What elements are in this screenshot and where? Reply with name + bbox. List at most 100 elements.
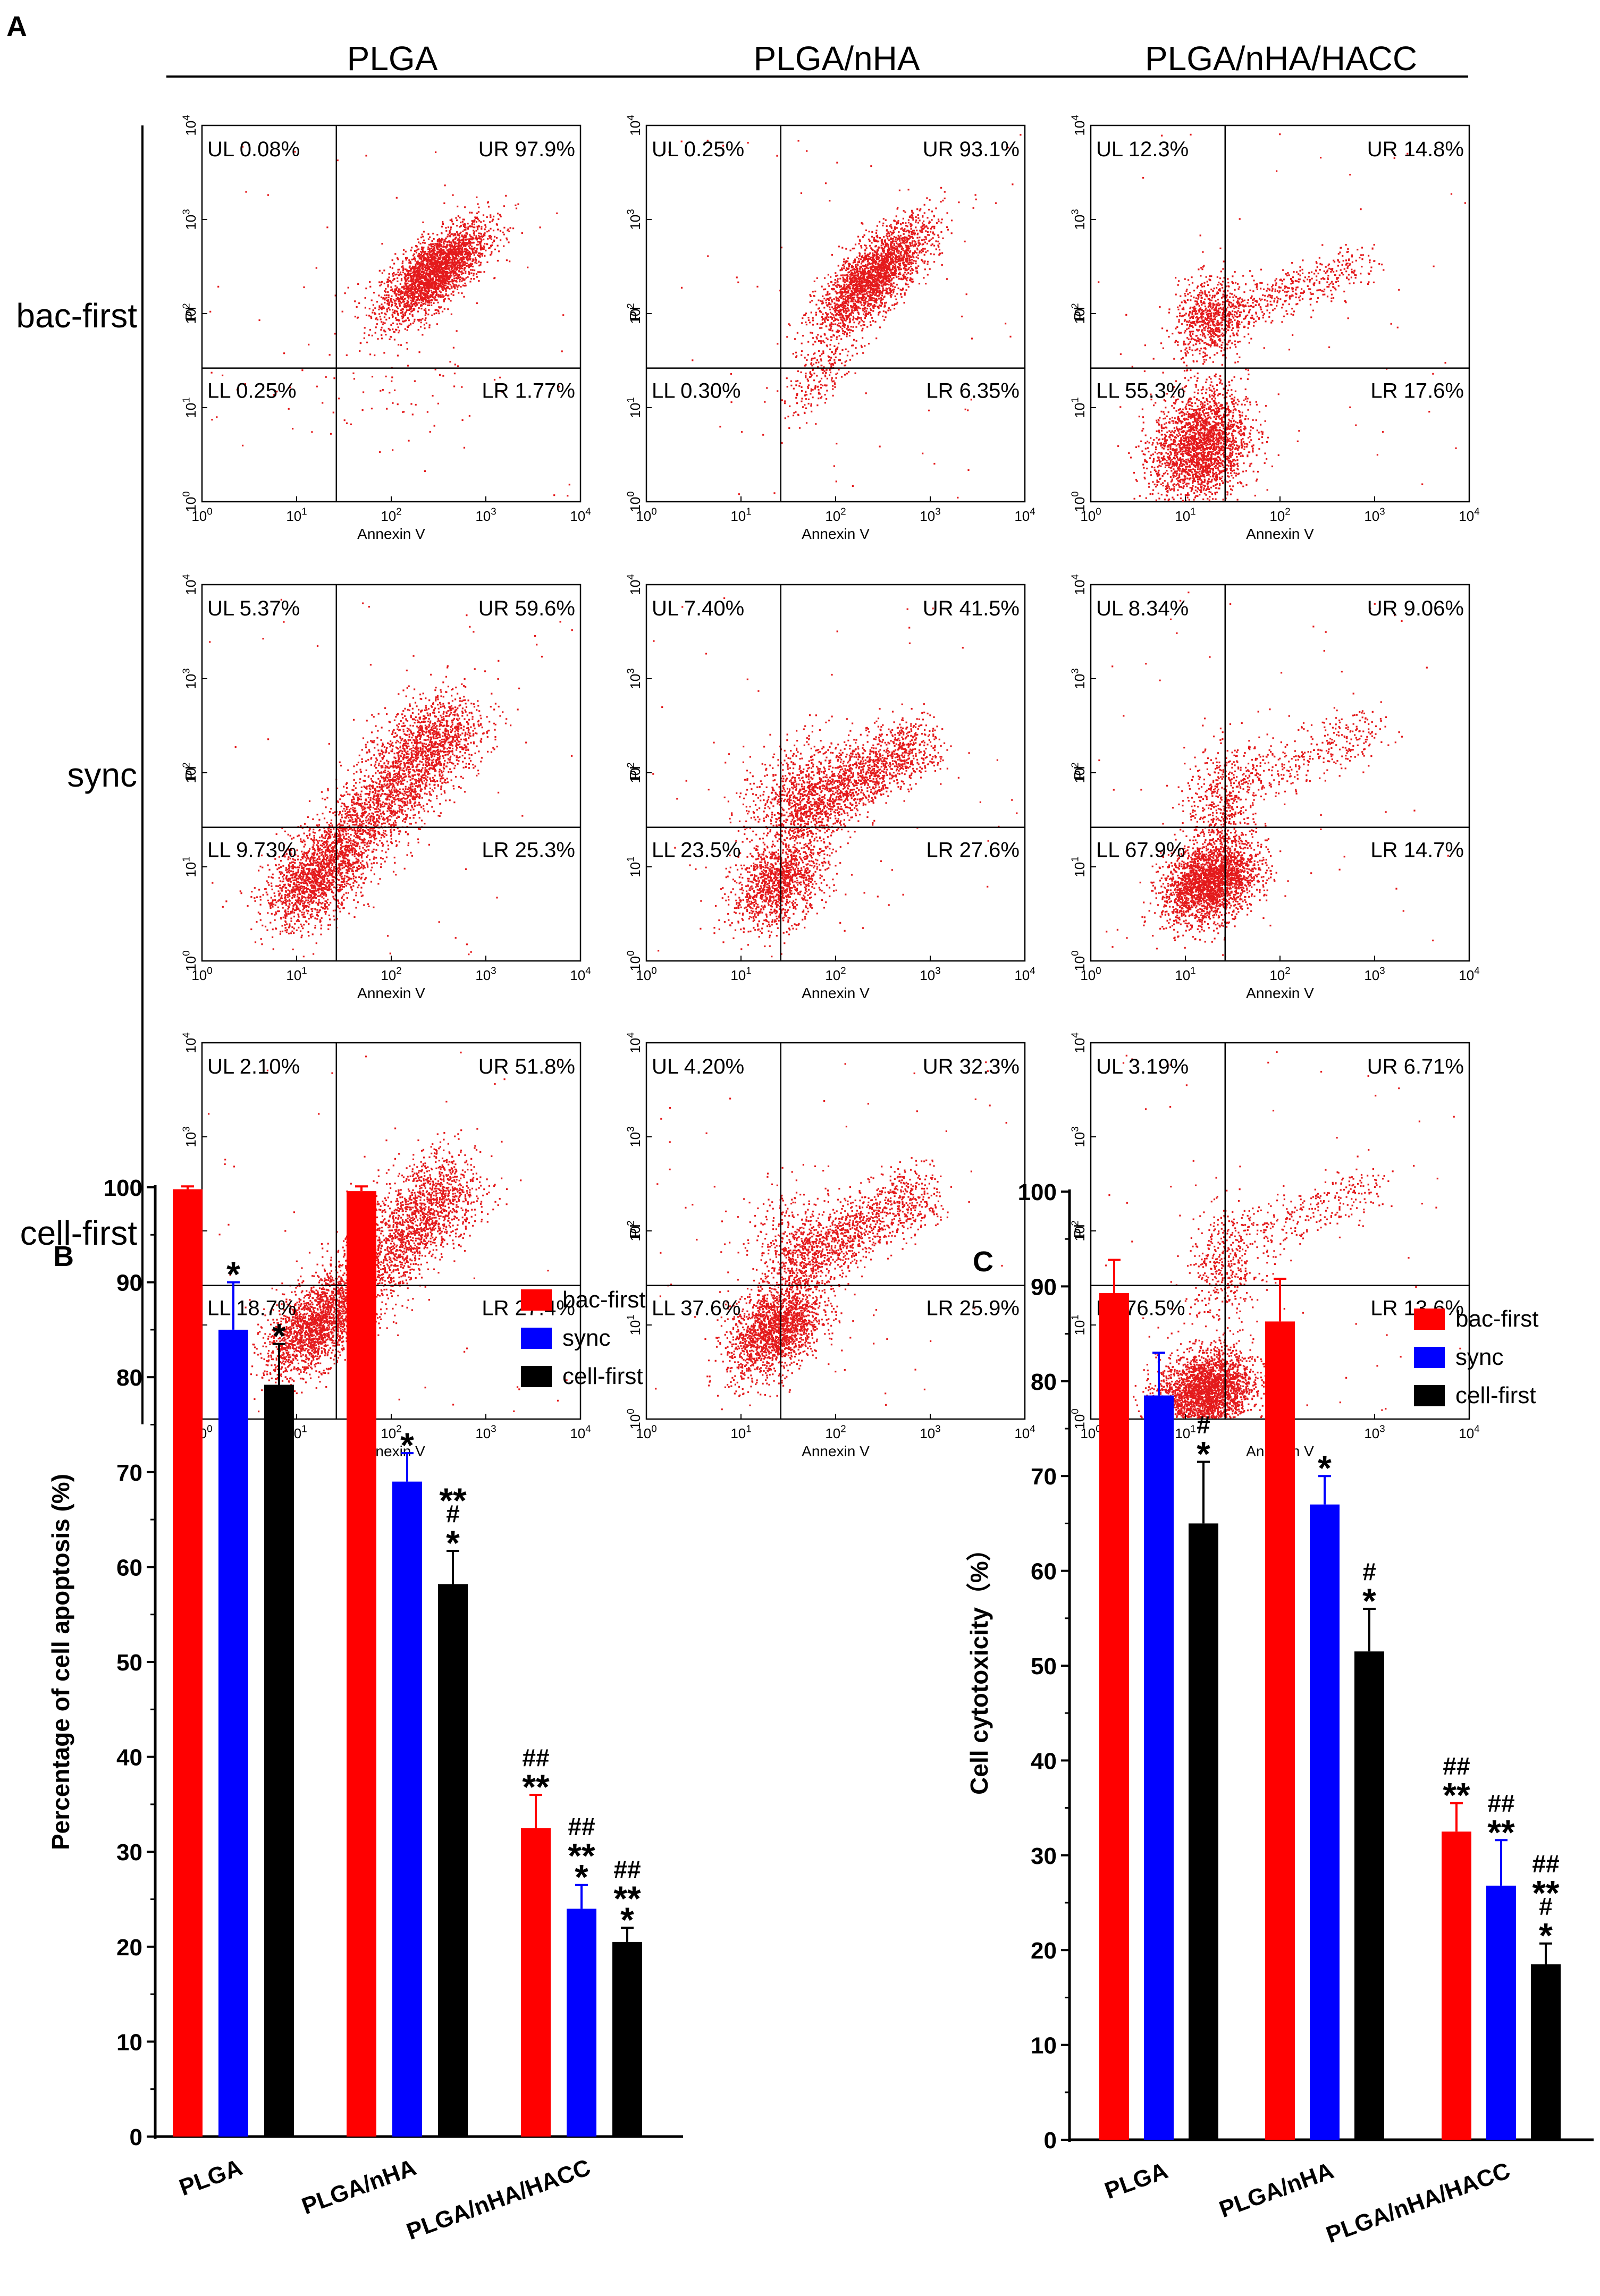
quadrant-ul-label: UL 3.19% <box>1096 1055 1189 1078</box>
legend-label: cell-first <box>1455 1382 1536 1408</box>
quadrant-ll-label: LL 18.7% <box>207 1297 297 1320</box>
legend-swatch-bac-first <box>1414 1309 1445 1330</box>
y-tick-label: 104 <box>625 574 643 595</box>
y-tick-label: 100 <box>180 950 199 971</box>
significance-mark: ## ** <box>1443 1752 1470 1815</box>
y-tick-label: 20 <box>1031 1938 1057 1964</box>
panel-label-b: B <box>53 1240 74 1272</box>
y-axis-label: PI <box>627 307 643 320</box>
tick-exponent: 1 <box>301 505 307 517</box>
significance-mark: ## **# * <box>1532 1850 1560 1955</box>
y-axis-label: PI <box>627 1224 643 1238</box>
y-tick-label: 103 <box>1069 209 1088 230</box>
tick-base: 10 <box>1072 674 1088 689</box>
y-tick-label: 101 <box>625 856 643 877</box>
tick-exponent: 4 <box>625 574 636 579</box>
tick-exponent: 2 <box>1069 762 1080 767</box>
row-label: bac-first <box>16 297 137 335</box>
event-dots <box>1139 693 1403 950</box>
tick-exponent: 2 <box>396 1423 401 1434</box>
tick-base: 10 <box>730 1425 746 1441</box>
y-axis-label: PI <box>627 766 643 780</box>
x-axis-label: Annexin V <box>802 985 870 1001</box>
significance-line: ## <box>613 1855 641 1883</box>
tick-exponent: 4 <box>180 115 191 120</box>
tick-base: 10 <box>1072 768 1088 783</box>
tick-exponent: 2 <box>396 505 401 517</box>
y-axis-title: Percentage of cell apoptosis (%) <box>47 1474 74 1850</box>
y-tick-label: 90 <box>1031 1274 1057 1300</box>
significance-line: # <box>446 1500 460 1527</box>
quadrant-ur-label: UR 97.9% <box>478 138 575 161</box>
tick-base: 10 <box>1072 309 1088 324</box>
quadrant-ul-label: UL 0.25% <box>652 138 744 161</box>
plot-frame <box>201 124 582 503</box>
tick-base: 10 <box>1080 508 1096 524</box>
quadrant-ul-label: UL 7.40% <box>652 597 744 620</box>
y-tick-label: 104 <box>180 574 199 595</box>
x-tick-label: 102 <box>381 1423 401 1441</box>
significance-line: ## <box>1443 1752 1470 1780</box>
tick-exponent: 4 <box>1030 1423 1035 1434</box>
y-tick-label: 101 <box>1069 1314 1088 1335</box>
quadrant-ll-label: LL 67.9% <box>1096 839 1185 862</box>
quadrant-ur-label: UR 6.71% <box>1367 1055 1464 1078</box>
y-tick-label: 0 <box>1044 2128 1057 2154</box>
significance-line: ** <box>1532 1873 1560 1913</box>
tick-exponent: 0 <box>180 491 191 496</box>
y-tick-label: 101 <box>1069 856 1088 877</box>
tick-exponent: 0 <box>625 950 636 956</box>
bar-bac-first <box>1265 1321 1295 2140</box>
plot-frame <box>201 584 582 962</box>
legend-label: cell-first <box>562 1363 643 1389</box>
tick-base: 10 <box>475 967 491 983</box>
bar-cell-first <box>612 1942 642 2137</box>
y-tick-label: 100 <box>625 950 643 971</box>
tick-exponent: 4 <box>585 1423 591 1434</box>
tick-base: 10 <box>1072 1132 1088 1147</box>
y-tick-label: 101 <box>180 856 199 877</box>
x-tick-label: 100 <box>1080 505 1101 524</box>
tick-base: 10 <box>636 508 651 524</box>
significance-mark: ## ** * <box>613 1855 641 1939</box>
row-label: sync <box>67 756 137 794</box>
x-tick-label: 102 <box>1269 505 1290 524</box>
tick-exponent: 3 <box>625 1126 636 1132</box>
x-tick-label: 104 <box>1014 965 1035 983</box>
y-tick-label: 50 <box>1031 1653 1057 1679</box>
column-header: PLGA/nHA/HACC <box>1145 39 1417 78</box>
quadrant-ur-label: UR 59.6% <box>478 597 575 620</box>
tick-base: 10 <box>1364 508 1379 524</box>
tick-base: 10 <box>183 768 199 783</box>
x-axis-label: Annexin V <box>802 1443 870 1459</box>
tick-exponent: 0 <box>651 505 656 517</box>
tick-base: 10 <box>920 1425 935 1441</box>
x-tick-label: 100 <box>191 505 212 524</box>
tick-exponent: 3 <box>1379 965 1385 976</box>
tick-exponent: 2 <box>840 505 846 517</box>
y-tick-label: 100 <box>1069 950 1088 971</box>
y-tick-label: 80 <box>1031 1369 1057 1395</box>
tick-exponent: 0 <box>651 965 656 976</box>
tick-base: 10 <box>627 309 643 324</box>
flow-plot: UL 4.20% UR 32.3%LL 37.6% LR 25.9%10010010… <box>625 1032 1035 1459</box>
scatter-noise-dots <box>655 1061 1007 1406</box>
y-tick-label: 30 <box>116 1839 142 1865</box>
tick-base: 10 <box>627 674 643 689</box>
x-tick-label: 101 <box>286 965 307 983</box>
significance-line: ** <box>1487 1812 1515 1852</box>
x-tick-label: 100 <box>1080 1423 1101 1441</box>
quadrant-lr-label: LR 14.7% <box>1370 839 1464 862</box>
tick-exponent: 4 <box>1030 505 1035 517</box>
x-tick-label: 101 <box>1175 965 1195 983</box>
event-dots <box>289 196 523 451</box>
significance-mark: * <box>272 1316 286 1356</box>
tick-base: 10 <box>825 1425 840 1441</box>
x-tick-label: 103 <box>475 1423 496 1441</box>
tick-exponent: 1 <box>1069 856 1080 862</box>
y-tick-label: 20 <box>116 1935 142 1961</box>
event-dots <box>762 187 997 436</box>
x-tick-label: 100 <box>636 505 656 524</box>
x-tick-label: 103 <box>920 505 940 524</box>
y-tick-label: 90 <box>116 1270 142 1296</box>
